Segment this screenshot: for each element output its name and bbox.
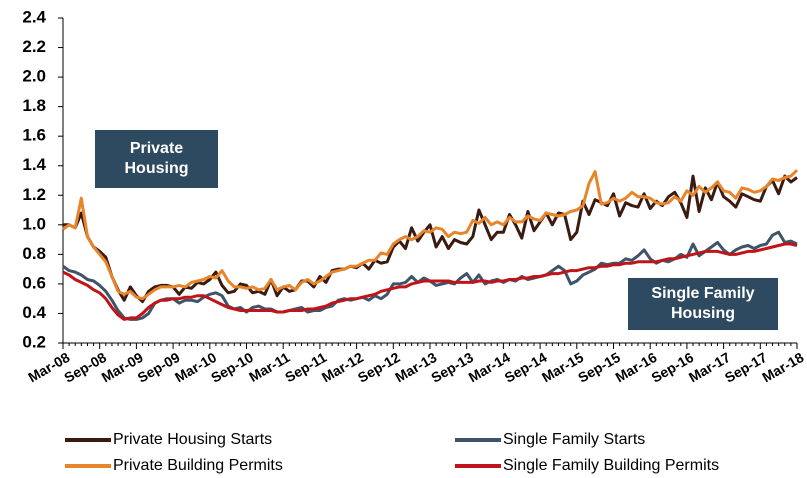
x-tick-label: Sep-15 <box>575 349 623 386</box>
x-tick-label: Sep-08 <box>61 349 109 386</box>
x-tick-label: Sep-14 <box>502 349 550 386</box>
x-tick-label: Sep-16 <box>648 349 696 386</box>
annotation-text: Single Family <box>651 285 754 302</box>
annotation-text: Housing <box>671 305 735 322</box>
x-tick-label: Sep-12 <box>355 349 403 386</box>
y-tick-label: 1.6 <box>22 126 46 145</box>
y-tick-label: 0.4 <box>22 303 46 322</box>
x-tick-label: Sep-17 <box>722 349 770 386</box>
y-tick-label: 1.8 <box>22 96 46 115</box>
y-tick-label: 1.0 <box>22 214 46 233</box>
x-tick-label: Sep-11 <box>282 349 329 386</box>
series-line <box>62 169 799 301</box>
legend-label: Private Housing Starts <box>113 431 272 448</box>
annotation-text: Private <box>130 140 183 157</box>
y-tick-label: 2.2 <box>22 37 46 56</box>
legend-label: Single Family Starts <box>503 431 645 448</box>
x-tick-label: Sep-13 <box>428 349 476 386</box>
y-tick-label: 2.0 <box>22 67 46 86</box>
y-tick-label: 0.8 <box>22 244 46 263</box>
y-tick-label: 1.2 <box>22 185 46 204</box>
annotation-box <box>628 278 778 330</box>
y-tick-label: 0.6 <box>22 273 46 292</box>
legend-label: Private Building Permits <box>113 457 283 474</box>
x-tick-label: Sep-09 <box>135 349 183 386</box>
legend-label: Single Family Building Permits <box>503 457 719 474</box>
y-tick-label: 0.2 <box>22 332 46 351</box>
series-line <box>62 242 798 321</box>
y-tick-label: 2.4 <box>22 7 46 26</box>
x-tick-label: Mar-18 <box>759 349 806 386</box>
x-tick-label: Sep-10 <box>208 349 256 386</box>
annotation-text: Housing <box>125 160 189 177</box>
annotation-box <box>95 130 218 188</box>
y-tick-label: 1.4 <box>22 155 46 174</box>
